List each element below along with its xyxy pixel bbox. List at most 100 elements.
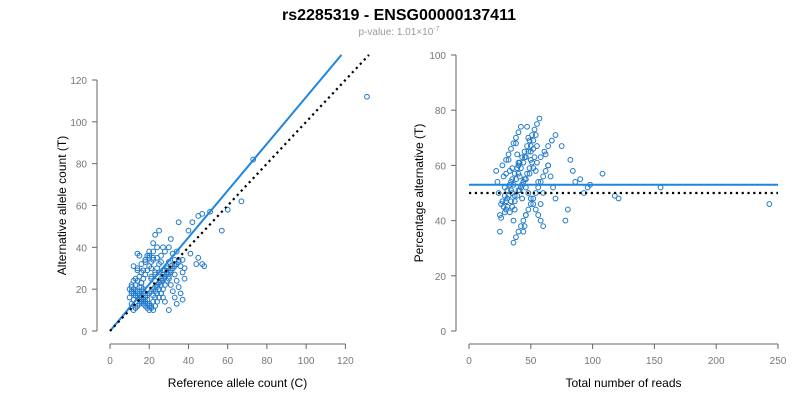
y-tick-label: 0 [81,327,87,338]
x-tick-label: 100 [584,356,601,367]
data-point [525,206,532,213]
data-point [195,213,202,219]
data-point [532,206,539,213]
data-point [552,195,559,202]
data-point [537,154,544,161]
data-point [520,217,527,224]
data-point [515,159,522,166]
y-tick-label: 120 [70,76,87,87]
data-point [175,284,182,290]
data-point [504,203,511,210]
data-point [540,223,547,230]
data-point [510,217,517,224]
data-point [173,300,180,307]
data-point [572,179,579,185]
data-point [567,156,574,163]
data-point [562,217,569,224]
data-point [498,214,505,221]
data-point [527,156,534,163]
data-point [179,256,186,263]
x-tick-label: 20 [144,356,156,367]
y-tick-label: 20 [76,285,88,296]
data-point [142,256,149,263]
right-panel-percentage: 0 50 100 150 200 250 0 20 40 60 80 100 Total number … [412,51,787,390]
data-point [160,244,166,251]
data-point [525,190,532,196]
x-tick-label: 120 [337,356,354,367]
left-panel-allele-counts: 0 20 40 60 80 100 120 0 20 40 60 80 100 120 Reference … [55,54,370,390]
data-point [535,212,542,218]
data-point [519,195,526,202]
data-point [526,170,533,177]
data-point [146,248,153,255]
data-point [167,282,174,288]
data-point [518,165,524,172]
data-point [134,267,141,274]
data-point [524,170,530,177]
data-point [132,305,139,311]
data-point [134,265,141,272]
data-point [657,184,664,191]
data-point [513,234,519,241]
data-point [493,168,500,174]
p-value-subtitle: p-value: 1.01×10-7 [358,26,439,38]
data-point [534,143,540,149]
data-point [169,288,176,295]
data-point [511,198,518,205]
data-point [524,123,530,130]
data-point [179,269,186,276]
data-point [165,244,172,251]
data-point [524,143,530,149]
data-point [501,209,508,216]
data-point [148,305,155,311]
data-point [534,159,540,166]
x-tick-label: 40 [183,356,195,367]
data-point [505,151,512,158]
data-point [542,168,549,174]
y-tick-label: 40 [435,217,447,228]
data-point [558,143,565,149]
data-point [497,228,503,235]
data-point [508,198,514,205]
data-point [173,277,180,284]
data-point [545,143,552,149]
data-point [542,151,549,158]
data-point [510,239,517,246]
y-tick-label: 20 [435,272,447,283]
data-point [552,132,559,138]
data-point [550,184,556,191]
data-point [518,223,524,230]
data-point [537,201,544,207]
data-point [540,173,547,180]
x-tick-label: 0 [466,356,472,367]
data-point [532,132,539,138]
data-point [515,129,522,136]
data-point [547,173,554,180]
data-point [500,203,507,210]
y-tick-label: 80 [435,106,447,117]
data-point [530,195,537,202]
data-point [515,170,522,177]
data-point [189,219,196,226]
data-point [522,176,529,183]
data-point [541,148,548,155]
data-point [156,227,162,234]
data-point [154,244,160,251]
data-point [537,217,544,224]
y-tick-label: 0 [440,327,446,338]
data-point [534,121,540,127]
data-point [506,209,513,216]
data-point [515,228,522,235]
fit-line [109,54,343,332]
data-point [516,173,523,180]
x-tick-label: 0 [107,356,113,367]
data-point [527,148,534,155]
x-tick-label: 60 [222,356,234,367]
data-point [526,165,533,172]
x-axis-label: Total number of reads [565,376,681,390]
data-point [177,290,184,297]
p-value-text: p-value: 1.01×10 [358,27,433,38]
data-point [150,248,157,255]
data-point [499,198,506,205]
data-point [510,140,517,147]
